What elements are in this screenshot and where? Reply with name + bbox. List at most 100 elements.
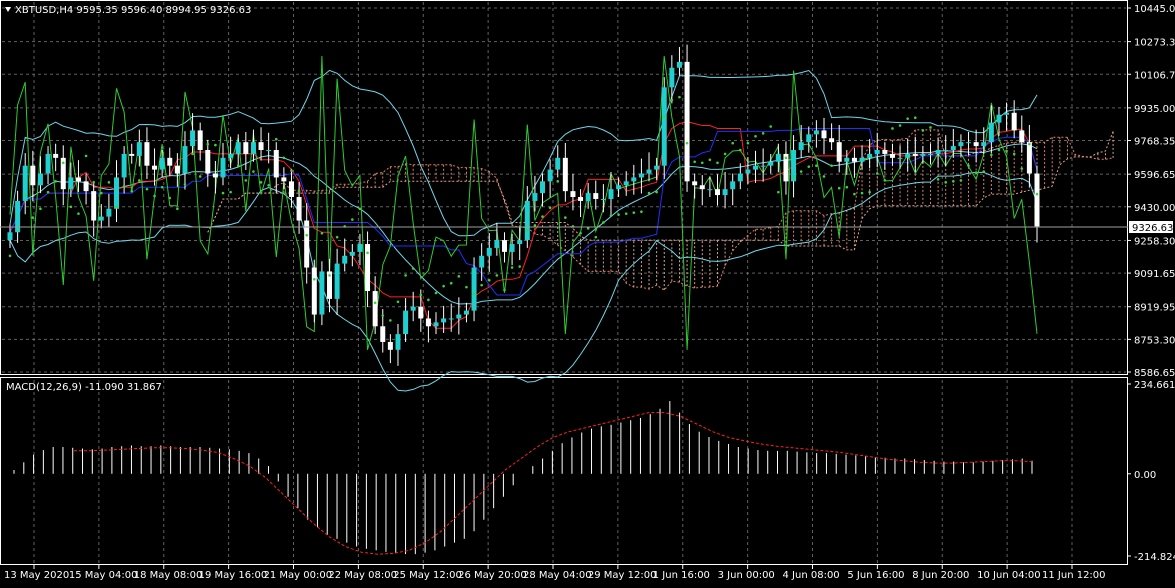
candle-body <box>768 161 774 166</box>
sar-dot <box>526 229 529 232</box>
sar-dot <box>244 179 248 182</box>
macd-signal-line <box>74 412 1033 555</box>
sar-dot <box>761 132 765 135</box>
candle-body <box>654 165 660 170</box>
candle-body <box>851 157 857 162</box>
chevron-down-icon[interactable] <box>5 7 11 12</box>
candle-body <box>463 310 469 315</box>
candle-body <box>494 240 500 248</box>
candle-body <box>509 244 515 252</box>
macd-series: 234.661 0.00 -214.824 <box>13 380 1175 563</box>
sar-dot <box>145 187 149 191</box>
sar-dot <box>716 161 719 165</box>
sar-dot <box>457 275 461 278</box>
sar-dot <box>541 215 544 218</box>
sar-dot <box>503 288 506 292</box>
y-tick-label: 9596.65 <box>1134 170 1175 181</box>
candle-body <box>311 267 317 315</box>
candle-body <box>380 326 386 342</box>
sar-dot <box>921 129 925 132</box>
sar-dot <box>556 180 560 183</box>
candle-body <box>83 181 89 192</box>
candle-body <box>235 142 241 154</box>
sar-dot <box>84 154 88 158</box>
candle-body <box>988 122 994 143</box>
candle-body <box>7 232 13 241</box>
sar-dot <box>617 213 620 216</box>
candle-body <box>806 134 812 143</box>
sar-dot <box>487 278 491 282</box>
sar-dot <box>594 235 598 239</box>
sar-dot <box>465 285 468 289</box>
candle-body <box>190 130 196 147</box>
candle-body <box>342 255 348 264</box>
sar-dot <box>122 184 126 188</box>
candle-body <box>745 169 751 174</box>
candle-body <box>53 153 59 158</box>
parabolic-sar <box>8 95 1039 322</box>
sar-dot <box>898 124 902 127</box>
candle-body <box>106 208 112 217</box>
sar-dot <box>693 160 696 164</box>
sar-dot <box>138 179 141 182</box>
candle-body <box>212 173 218 178</box>
candle-body <box>1026 142 1032 174</box>
sar-dot <box>191 152 194 156</box>
candle-body <box>266 150 272 152</box>
sar-dot <box>274 137 278 141</box>
sar-dot <box>685 141 689 145</box>
sar-dot <box>815 164 818 167</box>
y-tick-label: 8919.95 <box>1134 303 1175 314</box>
sar-dot <box>168 196 172 200</box>
x-tick-label: 1 Jun 16:00 <box>653 570 710 581</box>
sar-dot <box>358 207 362 211</box>
kijun-sen-line <box>9 128 1038 296</box>
candle-body <box>486 247 492 256</box>
candle-body <box>258 142 264 151</box>
sar-dot <box>1012 152 1016 156</box>
y-tick-label: 10445.00 <box>1134 4 1175 15</box>
sar-dot <box>351 218 354 221</box>
sar-dot <box>411 267 415 270</box>
candle-body <box>912 153 918 156</box>
y-tick-label: 9768.35 <box>1134 137 1175 148</box>
sar-dot <box>214 143 217 147</box>
candle-body <box>441 318 447 323</box>
candle-body <box>501 240 507 252</box>
sar-dot <box>1035 192 1039 196</box>
candle-body <box>349 251 355 256</box>
candle-body <box>722 189 728 196</box>
sar-dot <box>769 125 773 128</box>
candle-body <box>387 341 393 350</box>
sar-dot <box>160 185 164 189</box>
candles[interactable] <box>7 44 1040 366</box>
candle-body <box>844 157 850 162</box>
candle-body <box>585 193 591 201</box>
candle-body <box>631 177 637 182</box>
sar-dot <box>305 233 308 237</box>
senkou-span-b <box>207 131 1114 251</box>
y-tick-label: 9430.00 <box>1134 203 1175 214</box>
sar-dot <box>442 284 445 288</box>
sar-dot <box>602 221 605 224</box>
candle-body <box>920 153 926 156</box>
main-panel-frame <box>0 0 1128 375</box>
sar-dot <box>662 115 666 119</box>
candle-body <box>1011 112 1017 131</box>
sar-dot <box>61 161 65 165</box>
sar-dot <box>312 277 316 281</box>
macd-panel-frame <box>0 377 1128 565</box>
sar-dot <box>366 251 369 255</box>
sar-dot <box>822 175 826 178</box>
sar-dot <box>906 117 909 120</box>
candle-body <box>714 189 720 196</box>
candle-body <box>30 165 36 186</box>
candle-body <box>220 157 226 178</box>
candle-body <box>859 157 865 162</box>
sar-dot <box>419 293 423 297</box>
candle-body <box>927 153 933 155</box>
sar-dot <box>845 185 849 189</box>
last-price-box <box>1129 221 1173 233</box>
